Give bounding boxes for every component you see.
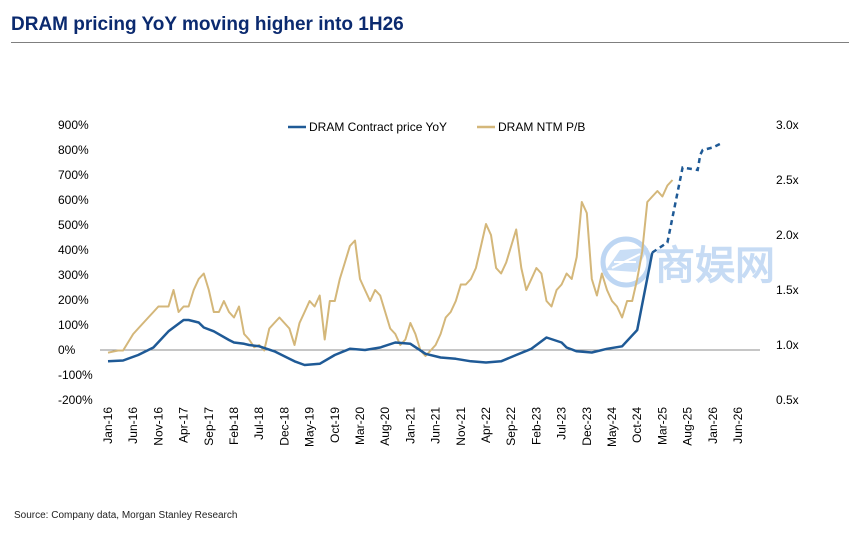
- x-tick-label: Dec-23: [580, 407, 594, 446]
- left-tick-label: 0%: [58, 343, 76, 357]
- x-tick-label: Dec-18: [277, 407, 291, 446]
- left-tick-label: 400%: [58, 243, 89, 257]
- right-tick-label: 0.5x: [776, 393, 799, 407]
- right-tick-label: 2.0x: [776, 228, 799, 242]
- left-tick-label: -100%: [58, 368, 93, 382]
- title-divider: [11, 42, 849, 43]
- left-tick-label: 700%: [58, 168, 89, 182]
- legend: DRAM Contract price YoY DRAM NTM P/B: [288, 120, 585, 134]
- x-tick-label: Oct-24: [630, 407, 644, 443]
- right-tick-label: 1.5x: [776, 283, 799, 297]
- right-tick-label: 2.5x: [776, 173, 799, 187]
- watermark-icon: [600, 236, 652, 288]
- x-tick-label: Sep-22: [504, 407, 518, 446]
- x-tick-label: Jun-26: [731, 407, 745, 444]
- x-tick-label: Nov-16: [151, 407, 165, 446]
- legend-label-pb: DRAM NTM P/B: [498, 120, 585, 134]
- x-tick-label: Jan-16: [101, 407, 115, 444]
- x-tick-label: Feb-23: [529, 407, 543, 445]
- watermark-logo: 商娱网: [600, 236, 775, 289]
- x-tick-label: Jun-21: [429, 407, 443, 444]
- x-tick-label: Jan-26: [706, 407, 720, 444]
- x-tick-label: Apr-17: [177, 407, 191, 443]
- plot-area: [107, 141, 724, 367]
- left-tick-label: 200%: [58, 293, 89, 307]
- left-tick-label: 100%: [58, 318, 89, 332]
- chart-title: DRAM pricing YoY moving higher into 1H26: [11, 14, 404, 35]
- x-tick-label: Feb-18: [227, 407, 241, 445]
- left-tick-label: 800%: [58, 143, 89, 157]
- x-tick-label: Mar-25: [655, 407, 669, 445]
- left-tick-label: 300%: [58, 268, 89, 282]
- x-tick-label: Jul-18: [252, 407, 266, 440]
- x-tick-label: Sep-17: [202, 407, 216, 446]
- source-note: Source: Company data, Morgan Stanley Res…: [14, 510, 238, 521]
- left-tick-label: 500%: [58, 218, 89, 232]
- x-tick-label: Jan-21: [403, 407, 417, 444]
- legend-label-contract: DRAM Contract price YoY: [309, 120, 447, 134]
- x-tick-label: Apr-22: [479, 407, 493, 443]
- series-line-contract: [107, 252, 654, 367]
- x-tick-label: Jun-16: [126, 407, 140, 444]
- x-tick-label: Mar-20: [353, 407, 367, 445]
- x-tick-label: May-24: [605, 407, 619, 447]
- x-tick-label: Aug-20: [378, 407, 392, 446]
- right-axis: 0.5x 1.0x 1.5x 2.0x 2.5x 3.0x: [776, 118, 799, 407]
- left-tick-label: 600%: [58, 193, 89, 207]
- right-tick-label: 1.0x: [776, 338, 799, 352]
- x-tick-label: Aug-25: [681, 407, 695, 446]
- x-tick-label: May-19: [303, 407, 317, 447]
- x-axis: Jan-16 Jun-16 Nov-16 Apr-17 Sep-17 Feb-18 Jul-…: [101, 407, 745, 447]
- left-axis: -200% -100% 0% 100% 200% 300% 400% 500% 600% 700%…: [58, 118, 93, 407]
- x-tick-label: Nov-21: [454, 407, 468, 446]
- x-tick-label: Oct-19: [328, 407, 342, 443]
- series-line-contract-forecast: [651, 141, 724, 254]
- x-tick-label: Jul-23: [555, 407, 569, 440]
- left-tick-label: 900%: [58, 118, 89, 132]
- right-tick-label: 3.0x: [776, 118, 799, 132]
- left-tick-label: -200%: [58, 393, 93, 407]
- series-line-pb: [107, 179, 674, 357]
- watermark-text: 商娱网: [655, 243, 775, 289]
